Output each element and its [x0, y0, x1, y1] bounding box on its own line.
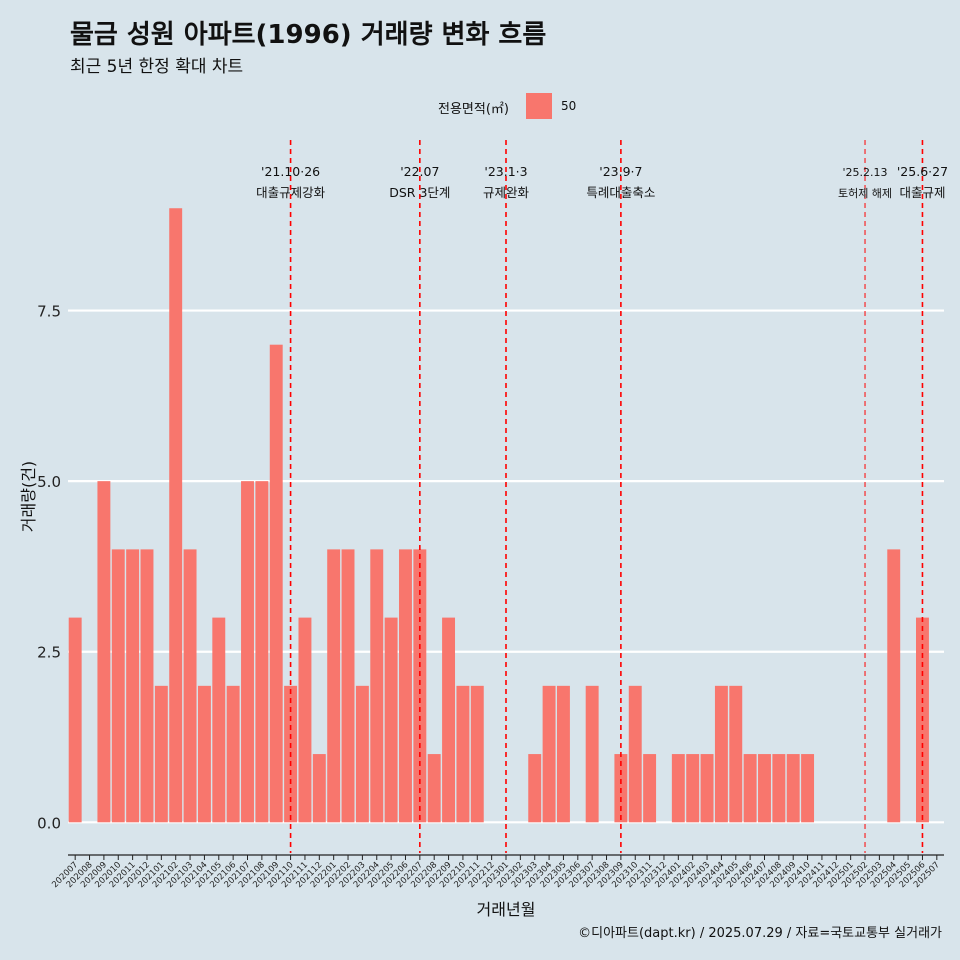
legend-title: 전용면적(㎡) [438, 102, 509, 117]
bar [355, 685, 369, 823]
chart-title: 물금 성원 아파트(1996) 거래량 변화 흐름 [70, 20, 547, 50]
legend: 전용면적(㎡) 50 [0, 93, 960, 121]
bar [241, 481, 254, 823]
bar [643, 754, 657, 823]
bar [226, 685, 240, 823]
bar [269, 344, 283, 823]
bar [714, 685, 728, 823]
y-tick-label: 2.5 [37, 644, 61, 662]
caption: ©디아파트(dapt.kr) / 2025.07.29 / 자료=국토교통부 실… [578, 926, 942, 941]
legend-label: 50 [561, 99, 577, 113]
bar [183, 549, 197, 823]
bar [686, 754, 700, 823]
event-date-label: '22.07 [400, 164, 439, 179]
y-tick-label: 0.0 [37, 814, 61, 832]
bar [384, 617, 398, 823]
event-name-label: 토허제 해제 [838, 186, 892, 200]
bar [111, 549, 125, 823]
event-date-label: '23.1·3 [484, 164, 527, 179]
bar [169, 208, 183, 823]
bar [585, 685, 599, 823]
bar [743, 754, 757, 823]
bar [68, 617, 82, 823]
bar [772, 754, 786, 823]
bar [456, 685, 470, 823]
event-date-label: '25.6·27 [897, 164, 948, 179]
bar [97, 481, 111, 823]
event-date-label: '25.2.13 [843, 166, 888, 179]
bar [126, 549, 140, 823]
event-date-label: '21.10·26 [261, 164, 320, 179]
bar [786, 754, 800, 823]
y-tick-label: 7.5 [37, 303, 61, 321]
bar [556, 685, 570, 823]
event-name-label: 대출규제강화 [256, 185, 326, 200]
bar [255, 481, 269, 823]
event-name-label: 대출규제 [899, 185, 945, 200]
bar [729, 685, 743, 823]
bar [700, 754, 714, 823]
bar [470, 685, 484, 823]
event-name-label: 규제완화 [483, 185, 530, 200]
bar [212, 617, 226, 823]
bar [628, 685, 642, 823]
bar [528, 754, 542, 823]
y-tick-label: 5.0 [37, 473, 61, 491]
bar [154, 685, 168, 823]
bar [399, 549, 412, 823]
bar [758, 754, 771, 823]
event-date-label: '23.9·7 [599, 164, 642, 179]
bar [341, 549, 355, 823]
bar [298, 617, 312, 823]
y-axis-title: 거래량(건) [19, 461, 38, 532]
legend-key-swatch [526, 93, 552, 119]
chart-subtitle: 최근 5년 한정 확대 차트 [70, 57, 244, 77]
bar [887, 549, 901, 823]
bar [427, 754, 441, 823]
bar [413, 549, 427, 823]
x-axis-title: 거래년월 [477, 900, 536, 919]
bar [197, 685, 211, 823]
event-name-label: 특례대출축소 [586, 185, 655, 200]
bar [370, 549, 384, 823]
bar [801, 754, 815, 823]
bar [542, 685, 556, 823]
event-name-label: DSR 3단계 [389, 185, 450, 200]
bar [140, 549, 154, 823]
bar [442, 617, 456, 823]
bar [327, 549, 341, 823]
bar [312, 754, 326, 823]
bar [671, 754, 685, 823]
